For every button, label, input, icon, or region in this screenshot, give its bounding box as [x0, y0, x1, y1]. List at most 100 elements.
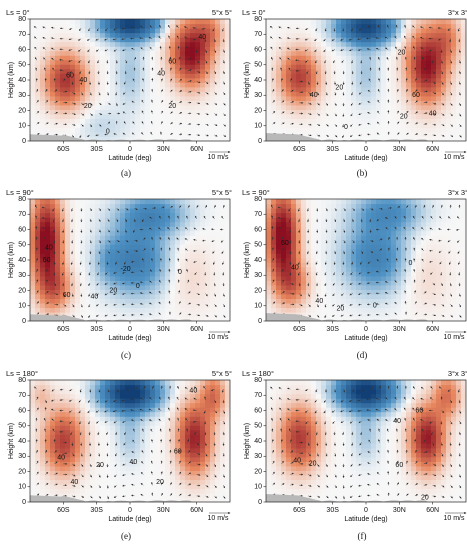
heatmap-cell [301, 271, 307, 276]
heatmap-cell [175, 289, 181, 294]
y-tick-label: 40 [254, 77, 262, 84]
heatmap-cell [271, 244, 277, 249]
heatmap-cell [90, 226, 96, 231]
heatmap-cell [436, 60, 442, 65]
heatmap-cell [170, 294, 176, 299]
heatmap-cell [140, 307, 146, 312]
heatmap-cell [85, 303, 91, 308]
heatmap-cell [110, 208, 116, 213]
heatmap-cell [185, 123, 191, 128]
heatmap-cell [301, 240, 307, 245]
heatmap-cell [271, 226, 277, 231]
heatmap-cell [266, 217, 272, 222]
heatmap-cell [411, 231, 417, 236]
heatmap-cell [411, 100, 417, 105]
heatmap-cell [426, 96, 432, 101]
heatmap-cell [50, 235, 56, 240]
heatmap-cell [210, 33, 216, 38]
heatmap-cell [421, 217, 427, 222]
heatmap-cell [371, 213, 377, 218]
heatmap-cell [386, 19, 392, 24]
heatmap-cell [381, 46, 387, 51]
heatmap-cell [160, 199, 166, 204]
heatmap-cell [401, 285, 407, 290]
heatmap-cell [80, 91, 86, 96]
heatmap-cell [190, 289, 196, 294]
heatmap-cell [40, 51, 46, 56]
heatmap-cell [416, 37, 422, 42]
heatmap-cell [195, 208, 201, 213]
heatmap-cell [366, 42, 372, 47]
heatmap-cell [40, 226, 46, 231]
heatmap-cell [30, 258, 36, 263]
heatmap-cell [421, 285, 427, 290]
heatmap-cell [105, 231, 111, 236]
heatmap-cell [180, 73, 186, 78]
heatmap-cell [45, 60, 51, 65]
heatmap-cell [150, 235, 156, 240]
heatmap-cell [135, 51, 141, 56]
heatmap-cell [316, 199, 322, 204]
heatmap-cell [165, 73, 171, 78]
heatmap-cell [210, 42, 216, 47]
resolution-label: 5°x 5° [212, 188, 232, 197]
heatmap-cell [396, 235, 402, 240]
heatmap-cell [185, 118, 191, 123]
heatmap-cell [371, 87, 377, 92]
contour-label: 40 [45, 245, 53, 252]
heatmap-cell [75, 267, 81, 272]
heatmap-cell [115, 55, 121, 60]
heatmap-cell [195, 123, 201, 128]
heatmap-cell [356, 105, 362, 110]
heatmap-cell [195, 280, 201, 285]
heatmap-cell [281, 249, 287, 254]
heatmap-cell [90, 258, 96, 263]
heatmap-cell [456, 33, 462, 38]
heatmap-cell [366, 312, 372, 317]
heatmap-cell [326, 294, 332, 299]
heatmap-cell [160, 60, 166, 65]
heatmap-cell [145, 114, 151, 119]
heatmap-cell [291, 55, 297, 60]
heatmap-cell [386, 24, 392, 29]
heatmap-cell [381, 64, 387, 69]
heatmap-cell [205, 64, 211, 69]
heatmap-cell [70, 96, 76, 101]
heatmap-cell [200, 24, 206, 29]
heatmap-cell [301, 78, 307, 83]
heatmap-cell [451, 78, 457, 83]
heatmap-cell [130, 208, 136, 213]
heatmap-cell [45, 37, 51, 42]
heatmap-cell [155, 249, 161, 254]
heatmap-cell [316, 235, 322, 240]
heatmap-cell [381, 33, 387, 38]
heatmap-cell [381, 253, 387, 258]
heatmap-cell [366, 276, 372, 281]
heatmap-cell [45, 51, 51, 56]
heatmap-cell [366, 19, 372, 24]
heatmap-cell [50, 28, 56, 33]
heatmap-cell [306, 42, 312, 47]
heatmap-cell [95, 204, 101, 209]
heatmap-cell [120, 249, 126, 254]
heatmap-cell [45, 204, 51, 209]
heatmap-cell [301, 55, 307, 60]
heatmap-cell [311, 289, 317, 294]
heatmap-cell [190, 244, 196, 249]
heatmap-cell [366, 51, 372, 56]
heatmap-cell [115, 37, 121, 42]
heatmap-cell [456, 73, 462, 78]
heatmap-cell [65, 285, 71, 290]
heatmap-cell [386, 127, 392, 132]
heatmap-cell [30, 42, 36, 47]
heatmap-cell [50, 123, 56, 128]
heatmap-cell [100, 69, 106, 74]
heatmap-cell [200, 267, 206, 272]
x-axis-label: Latitude (deg) [108, 335, 151, 342]
heatmap-cell [341, 132, 347, 137]
heatmap-cell [110, 312, 116, 317]
heatmap-cell [180, 46, 186, 51]
heatmap-cell [220, 33, 226, 38]
heatmap-cell [195, 289, 201, 294]
heatmap-cell [120, 105, 126, 110]
